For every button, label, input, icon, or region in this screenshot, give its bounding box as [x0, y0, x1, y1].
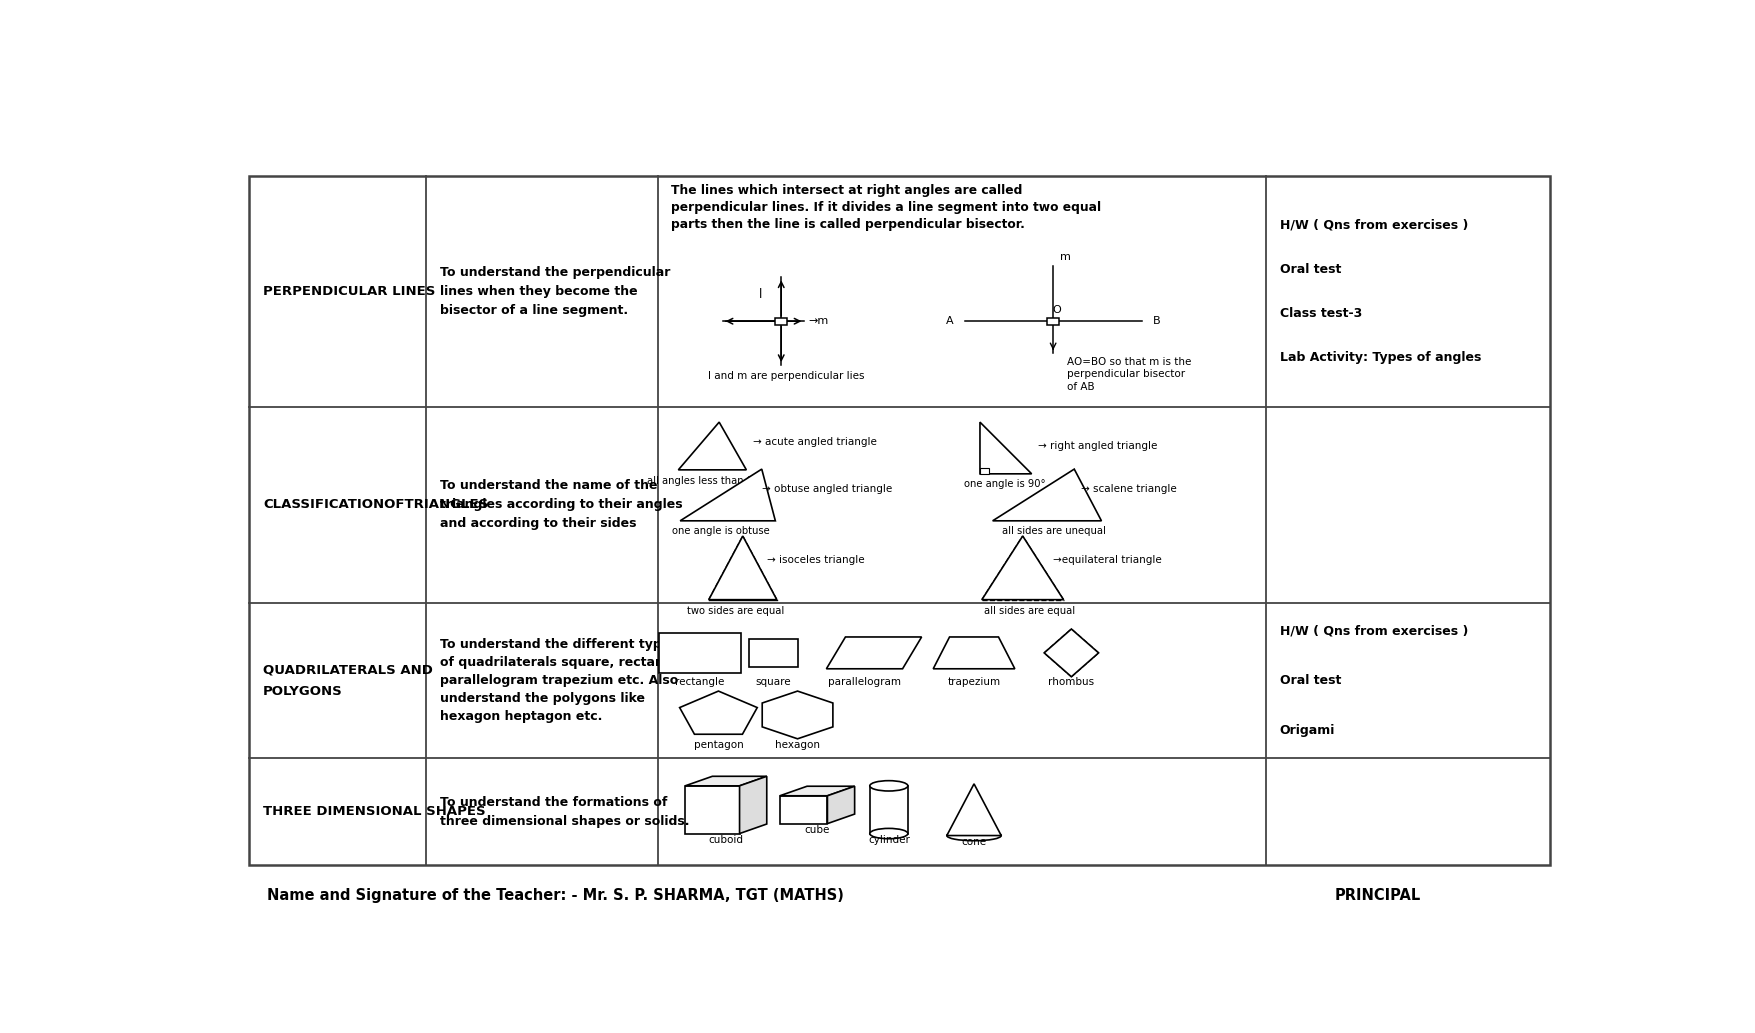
Text: trapezium: trapezium	[948, 677, 1000, 687]
Polygon shape	[979, 422, 1032, 474]
Polygon shape	[681, 469, 776, 521]
Polygon shape	[827, 786, 855, 823]
Ellipse shape	[946, 831, 1000, 841]
Text: H/W ( Qns from exercises )

Oral test

Class test-3

Lab Activity: Types of angl: H/W ( Qns from exercises ) Oral test Cla…	[1279, 219, 1481, 364]
Bar	[1048, 317, 1060, 324]
Ellipse shape	[870, 781, 907, 791]
Bar	[870, 786, 907, 834]
Text: → right angled triangle: → right angled triangle	[1039, 441, 1158, 451]
Bar	[779, 795, 827, 823]
Text: all sides are equal: all sides are equal	[985, 606, 1076, 616]
Text: square: square	[755, 677, 792, 687]
Bar	[776, 317, 788, 324]
Polygon shape	[1044, 629, 1099, 677]
Text: To understand the different types
of quadrilaterals square, rectangle,
parallelo: To understand the different types of qua…	[441, 638, 690, 723]
Bar	[979, 468, 990, 474]
Text: → acute angled triangle: → acute angled triangle	[753, 437, 878, 447]
Text: A: A	[946, 316, 953, 326]
Polygon shape	[762, 691, 834, 739]
Text: To understand the name of the
triangles according to their angles
and according : To understand the name of the triangles …	[441, 479, 683, 531]
Polygon shape	[946, 784, 1000, 836]
Text: cylinder: cylinder	[869, 835, 909, 845]
Ellipse shape	[870, 828, 907, 839]
Text: →m: →m	[809, 316, 828, 326]
Text: To understand the formations of
three dimensional shapes or solids.: To understand the formations of three di…	[441, 795, 690, 827]
Polygon shape	[981, 536, 1064, 600]
Text: cube: cube	[804, 825, 830, 835]
Text: rhombus: rhombus	[1048, 677, 1095, 687]
Text: → obtuse angled triangle: → obtuse angled triangle	[762, 484, 892, 494]
Text: → isoceles triangle: → isoceles triangle	[767, 555, 865, 565]
Text: rectangle: rectangle	[676, 677, 725, 687]
Text: AO=BO so that m is the
perpendicular bisector
of AB: AO=BO so that m is the perpendicular bis…	[1067, 357, 1192, 392]
Text: →equilateral triangle: →equilateral triangle	[1053, 555, 1162, 565]
Polygon shape	[779, 786, 855, 795]
Text: The lines which intersect at right angles are called
perpendicular lines. If it : The lines which intersect at right angle…	[670, 184, 1102, 230]
Polygon shape	[679, 422, 746, 470]
Polygon shape	[709, 536, 777, 600]
Polygon shape	[993, 469, 1102, 521]
Text: To understand the perpendicular
lines when they become the
bisector of a line se: To understand the perpendicular lines wh…	[441, 265, 670, 317]
Polygon shape	[679, 691, 756, 734]
Text: m: m	[1060, 252, 1071, 261]
Polygon shape	[660, 633, 741, 672]
Text: THREE DIMENSIONAL SHAPES: THREE DIMENSIONAL SHAPES	[263, 806, 486, 818]
Polygon shape	[749, 638, 799, 667]
Bar	[249, 176, 1550, 866]
Bar	[684, 786, 739, 834]
Text: → scalene triangle: → scalene triangle	[1081, 484, 1178, 494]
Text: Name and Signature of the Teacher: - Mr. S. P. SHARMA, TGT (MATHS): Name and Signature of the Teacher: - Mr.…	[267, 888, 844, 903]
Text: PERPENDICULAR LINES: PERPENDICULAR LINES	[263, 285, 435, 298]
Text: hexagon: hexagon	[776, 741, 820, 750]
Text: B: B	[1153, 316, 1160, 326]
Text: pentagon: pentagon	[693, 741, 744, 750]
Text: all angles less than 90°: all angles less than 90°	[648, 476, 765, 487]
Polygon shape	[934, 637, 1014, 668]
Polygon shape	[739, 776, 767, 834]
Text: one angle is 90°: one angle is 90°	[963, 479, 1046, 490]
Text: two sides are equal: two sides are equal	[688, 606, 784, 616]
Text: parallelogram: parallelogram	[828, 677, 900, 687]
Text: l: l	[758, 288, 762, 302]
Text: all sides are unequal: all sides are unequal	[1002, 527, 1106, 536]
Text: H/W ( Qns from exercises )

Oral test

Origami: H/W ( Qns from exercises ) Oral test Ori…	[1279, 624, 1469, 738]
Text: PRINCIPAL: PRINCIPAL	[1334, 888, 1422, 903]
Text: cuboid: cuboid	[709, 835, 744, 845]
Text: QUADRILATERALS AND
POLYGONS: QUADRILATERALS AND POLYGONS	[263, 664, 433, 698]
Polygon shape	[684, 776, 767, 786]
Text: l and m are perpendicular lies: l and m are perpendicular lies	[709, 371, 865, 381]
Text: one angle is obtuse: one angle is obtuse	[672, 527, 770, 536]
Text: CLASSIFICATIONOFTRIANGLES: CLASSIFICATIONOFTRIANGLES	[263, 499, 488, 511]
Text: O: O	[1053, 305, 1062, 315]
Text: cone: cone	[962, 837, 986, 847]
Polygon shape	[827, 637, 921, 668]
